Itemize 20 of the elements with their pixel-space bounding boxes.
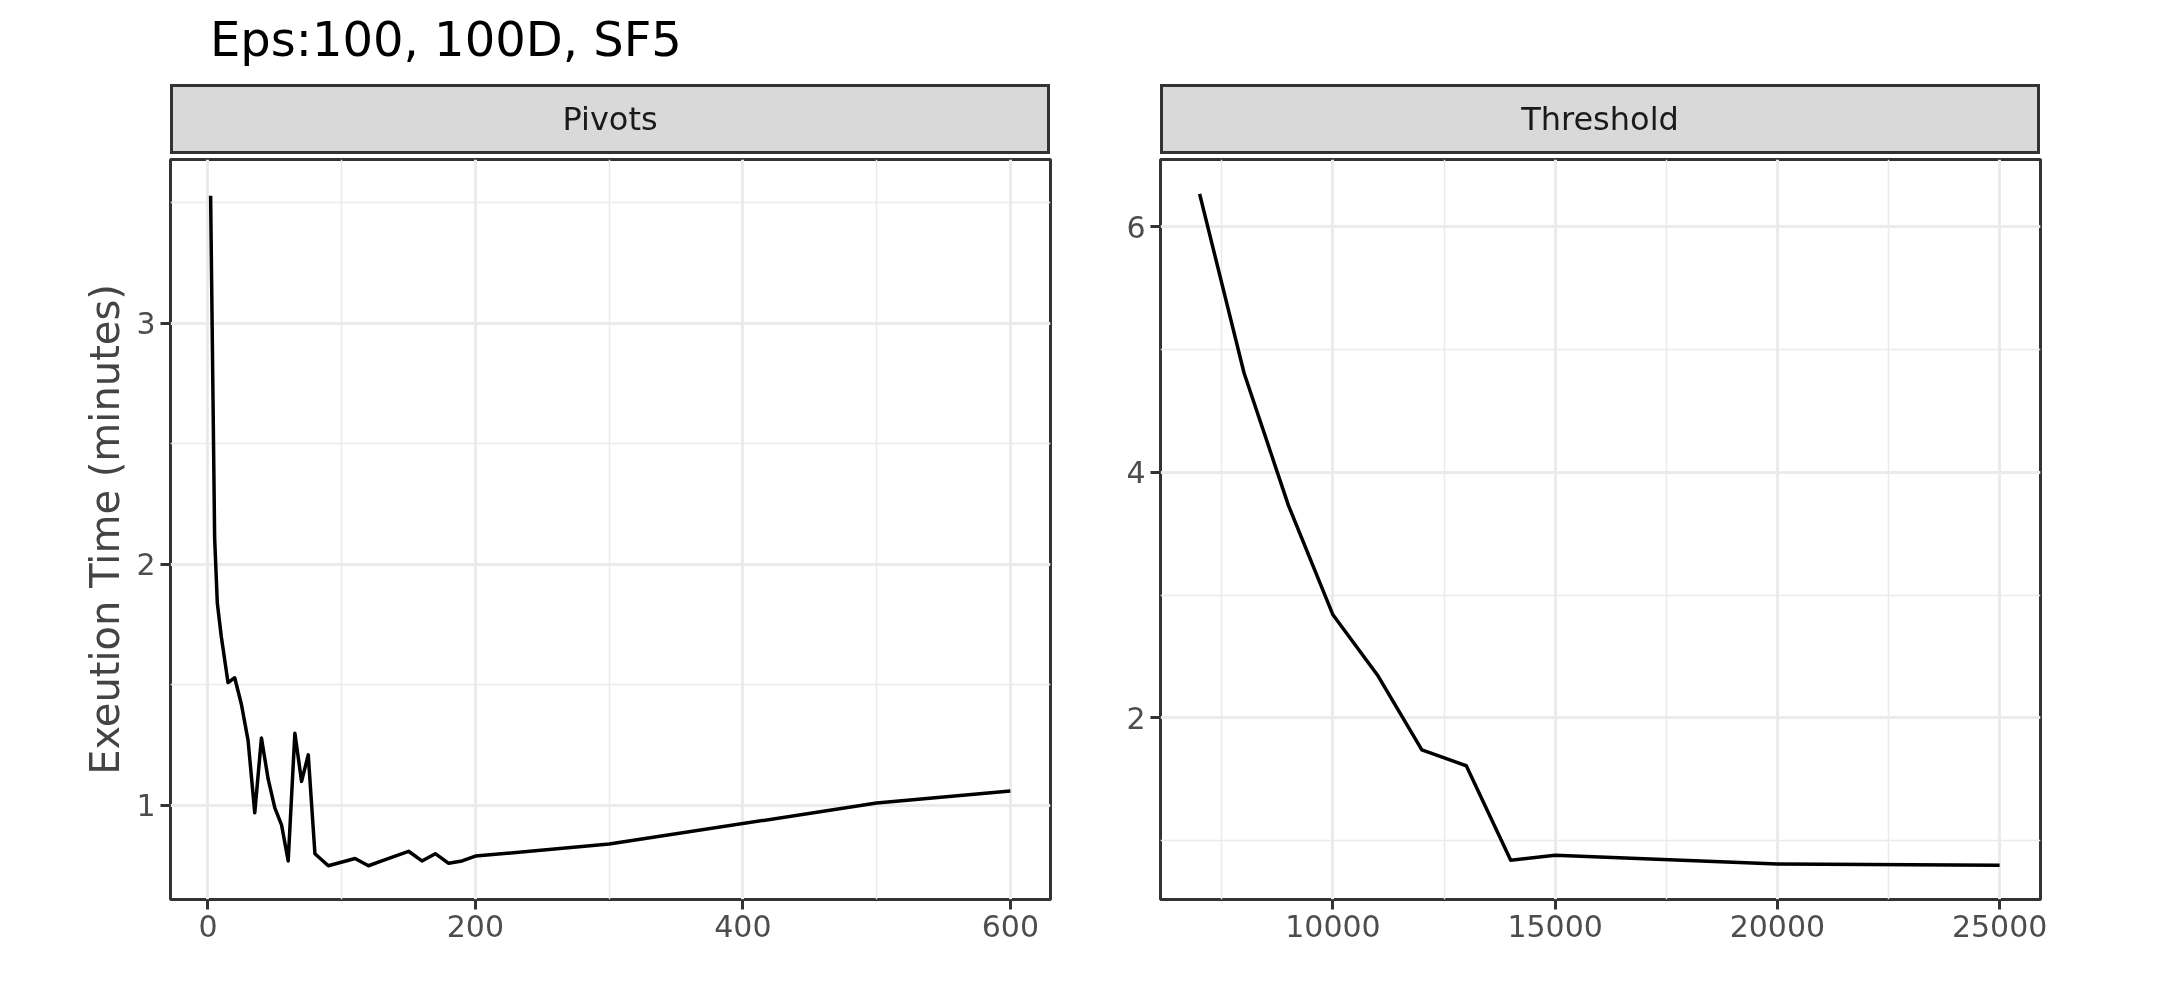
- y-tick-label: 3: [136, 305, 156, 341]
- x-tick-label: 20000: [1729, 908, 1826, 944]
- x-tick-label: 600: [981, 908, 1040, 944]
- chart-subtitle: Threshold: [1521, 98, 1679, 140]
- x-tick-label: 10000: [1285, 908, 1381, 944]
- chart-title: Eps:100, 100D, SF5: [210, 10, 682, 69]
- line-series: [208, 193, 1013, 868]
- x-tick-label: 0: [198, 908, 218, 944]
- x-tick-label: 25000: [1951, 908, 2048, 944]
- x-tick-label: 15000: [1507, 908, 1603, 944]
- x-tick-label: 200: [446, 908, 505, 944]
- y-tick-label: 6: [1126, 209, 1146, 245]
- y-tick-label: 2: [136, 547, 156, 583]
- chart-subtitle: Pivots: [562, 98, 658, 140]
- y-tick-label: 2: [1126, 700, 1146, 736]
- y-tick-label: 4: [1126, 455, 1146, 490]
- line-series: [1197, 191, 2002, 867]
- y-axis-title: Exeution Time (minutes): [82, 283, 129, 775]
- x-tick-label: 400: [714, 908, 772, 944]
- y-tick-label: 1: [136, 788, 156, 824]
